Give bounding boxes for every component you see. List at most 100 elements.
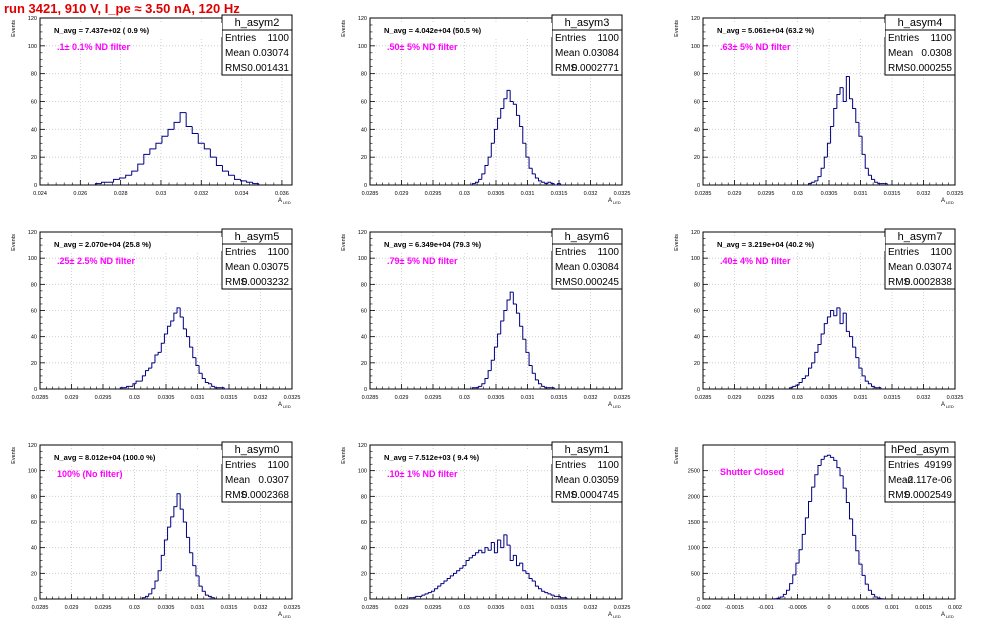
histogram-bin xyxy=(163,333,168,344)
histogram-bin xyxy=(185,522,190,538)
histogram-bin xyxy=(434,588,438,592)
y-tick-label: 20 xyxy=(694,155,700,161)
histogram-bin xyxy=(823,156,828,169)
histogram-bin xyxy=(798,381,803,386)
histogram-bin xyxy=(541,588,545,592)
stats-label: RMS xyxy=(225,490,248,501)
histogram-bin xyxy=(867,381,872,385)
y-tick-label: 1500 xyxy=(688,520,700,526)
histogram-bin xyxy=(515,303,520,314)
stats-value: 49199 xyxy=(924,460,952,471)
histogram-bin xyxy=(215,157,223,167)
y-tick-label: 80 xyxy=(694,72,700,78)
x-axis-label: A xyxy=(941,198,945,204)
histogram-bin xyxy=(160,554,165,571)
histogram-bin xyxy=(195,357,200,366)
histogram-bin xyxy=(541,383,545,387)
y-tick-label: 100 xyxy=(358,44,367,50)
x-tick-label: 0.03 xyxy=(459,395,470,401)
histogram-bin xyxy=(500,320,504,335)
histogram-bin xyxy=(522,126,526,144)
y-tick-label: 0 xyxy=(364,597,367,603)
y-tick-label: 60 xyxy=(361,100,367,106)
y-tick-label: 60 xyxy=(31,100,37,106)
histogram-bin xyxy=(817,465,822,475)
histogram-bin xyxy=(191,126,199,135)
x-tick-label: -0.001 xyxy=(758,605,774,611)
histogram-bin xyxy=(160,342,165,353)
filter-label: .1± 0.1% ND filter xyxy=(57,42,130,52)
stats-label: Entries xyxy=(225,460,256,471)
x-tick-label: 0.031 xyxy=(521,395,535,401)
histogram-panel-h-asym3: 0 20 40 60 80 100 120 0.0285 0.029 0.0295 0.03 0.03… xyxy=(341,14,630,205)
histogram-bin xyxy=(811,362,815,369)
histogram-bin xyxy=(538,178,542,182)
stats-title: h_asym5 xyxy=(235,231,280,243)
histogram-bin xyxy=(475,552,479,556)
histogram-bin xyxy=(430,590,435,593)
histogram-bin xyxy=(836,307,841,316)
stats-title: h_asym1 xyxy=(565,444,610,456)
x-axis-label-subscript: LED xyxy=(946,614,954,619)
stats-value: 1100 xyxy=(267,460,289,471)
x-tick-label: 0.0015 xyxy=(915,605,932,611)
x-tick-label: 0.03 xyxy=(459,191,470,197)
histogram-bin xyxy=(515,555,520,567)
stats-title: h_asym0 xyxy=(235,444,280,456)
stats-value: 0.03084 xyxy=(583,262,620,273)
x-tick-label: 0.001 xyxy=(885,605,899,611)
stats-value: 1100 xyxy=(930,247,952,258)
histogram-bin xyxy=(534,173,539,179)
x-axis-label-subscript: LED xyxy=(283,404,291,409)
histogram-bin xyxy=(509,545,514,561)
histogram-bin xyxy=(424,593,429,596)
stats-value: 0.000255 xyxy=(910,63,952,74)
stats-label: Entries xyxy=(225,33,256,44)
navg-text: N_avg = 7.512e+03 ( 9.4 %) xyxy=(384,453,480,462)
stats-value: 0.0002549 xyxy=(905,490,953,501)
histogram-bin xyxy=(208,382,212,385)
stats-value: 0.03074 xyxy=(253,48,290,59)
histogram-bin xyxy=(553,183,558,186)
histogram-bin xyxy=(497,333,501,348)
histogram-bin xyxy=(481,173,485,180)
histogram-bin xyxy=(141,597,146,599)
stats-label: Mean xyxy=(888,48,913,59)
y-tick-label: 60 xyxy=(31,520,37,526)
histogram-bin xyxy=(176,307,181,314)
x-tick-label: 0.0305 xyxy=(158,395,175,401)
y-tick-label: 40 xyxy=(361,335,367,341)
x-tick-label: 0.03 xyxy=(459,605,470,611)
x-tick-label: 0.034 xyxy=(235,191,249,197)
x-tick-label: 0.031 xyxy=(191,395,205,401)
histogram-bin xyxy=(493,128,498,144)
x-axis-label: A xyxy=(278,198,282,204)
x-tick-label: 0.0325 xyxy=(614,605,631,611)
histogram-bin xyxy=(538,586,542,590)
x-axis-label: A xyxy=(278,402,282,408)
histogram-bin xyxy=(185,328,190,338)
navg-box xyxy=(52,237,222,251)
x-tick-label: 0.03 xyxy=(129,395,140,401)
stats-label: Mean xyxy=(555,262,580,273)
histogram-bin xyxy=(519,115,523,128)
histogram-bin xyxy=(522,326,526,340)
x-tick-label: 0.0295 xyxy=(95,395,112,401)
histogram-bin xyxy=(534,581,539,587)
histogram-bin xyxy=(544,591,548,594)
histogram-bin xyxy=(197,133,205,144)
filter-label: 100% (No filter) xyxy=(57,469,123,479)
y-tick-label: 120 xyxy=(28,443,37,449)
histogram-bin xyxy=(823,455,828,460)
histogram-bin xyxy=(214,386,218,389)
x-tick-label: 0.0315 xyxy=(551,191,568,197)
histogram-bin xyxy=(830,126,834,144)
stats-value: 0.03084 xyxy=(583,48,620,59)
x-tick-label: 0.0295 xyxy=(425,395,442,401)
histogram-bin xyxy=(798,549,803,564)
histogram-bin xyxy=(203,143,211,150)
y-tick-label: 0 xyxy=(364,387,367,393)
x-tick-label: 0.024 xyxy=(33,191,47,197)
histogram-bin xyxy=(173,121,181,130)
x-tick-label: 0.03 xyxy=(129,605,140,611)
